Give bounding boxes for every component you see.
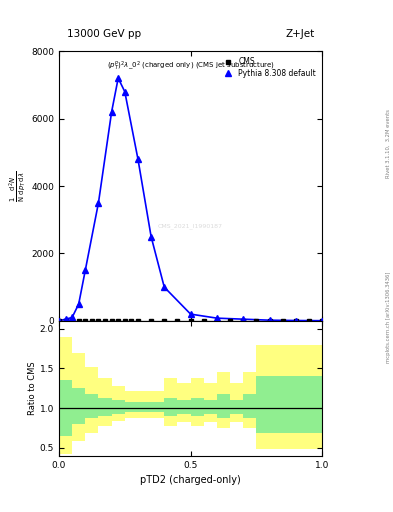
CMS (123, 318, 127, 324)
Pythia 8.308 default (294, 317, 298, 324)
Pythia 8.308 default (241, 316, 246, 322)
CMS (116, 318, 121, 324)
CMS (57, 318, 61, 324)
Pythia 8.308 default (76, 301, 81, 307)
Pythia 8.308 default (116, 75, 121, 81)
Line: CMS: CMS (57, 319, 324, 323)
CMS (76, 318, 81, 324)
Text: $(p_T^p)^2\lambda\_0^2$ (charged only) (CMS jet substructure): $(p_T^p)^2\lambda\_0^2$ (charged only) (… (107, 59, 275, 73)
Pythia 8.308 default (215, 315, 219, 321)
Text: 13000 GeV pp: 13000 GeV pp (67, 29, 141, 39)
Pythia 8.308 default (162, 284, 167, 290)
CMS (175, 318, 180, 324)
CMS (294, 318, 298, 324)
CMS (162, 318, 167, 324)
CMS (90, 318, 94, 324)
Pythia 8.308 default (149, 233, 153, 240)
CMS (70, 318, 75, 324)
CMS (109, 318, 114, 324)
Pythia 8.308 default (136, 156, 140, 162)
CMS (228, 318, 233, 324)
Pythia 8.308 default (57, 318, 61, 324)
Y-axis label: $\frac{1}{\mathrm{N}}\,\frac{\mathrm{d}^2N}{\mathrm{d}p_T\,\mathrm{d}\lambda}$: $\frac{1}{\mathrm{N}}\,\frac{\mathrm{d}^… (7, 170, 28, 202)
Line: Pythia 8.308 default: Pythia 8.308 default (56, 75, 325, 324)
Text: mcplots.cern.ch [arXiv:1306.3436]: mcplots.cern.ch [arXiv:1306.3436] (386, 272, 391, 363)
Y-axis label: Ratio to CMS: Ratio to CMS (28, 361, 37, 415)
Pythia 8.308 default (320, 317, 325, 324)
CMS (136, 318, 140, 324)
Pythia 8.308 default (123, 89, 127, 95)
X-axis label: pTD2 (charged-only): pTD2 (charged-only) (140, 475, 241, 485)
CMS (281, 318, 285, 324)
CMS (96, 318, 101, 324)
Pythia 8.308 default (83, 267, 88, 273)
Text: Z+Jet: Z+Jet (285, 29, 314, 39)
Pythia 8.308 default (63, 316, 68, 322)
Pythia 8.308 default (70, 314, 75, 321)
CMS (254, 318, 259, 324)
CMS (129, 318, 134, 324)
CMS (202, 318, 206, 324)
Pythia 8.308 default (188, 311, 193, 317)
CMS (83, 318, 88, 324)
CMS (215, 318, 219, 324)
CMS (241, 318, 246, 324)
Legend: CMS, Pythia 8.308 default: CMS, Pythia 8.308 default (219, 55, 318, 80)
CMS (63, 318, 68, 324)
CMS (307, 318, 311, 324)
Text: CMS_2021_I1990187: CMS_2021_I1990187 (158, 224, 223, 229)
CMS (149, 318, 153, 324)
CMS (320, 318, 325, 324)
Pythia 8.308 default (109, 109, 114, 115)
Pythia 8.308 default (267, 317, 272, 323)
CMS (188, 318, 193, 324)
CMS (267, 318, 272, 324)
Pythia 8.308 default (96, 200, 101, 206)
CMS (103, 318, 107, 324)
Text: Rivet 3.1.10,  3.2M events: Rivet 3.1.10, 3.2M events (386, 109, 391, 178)
